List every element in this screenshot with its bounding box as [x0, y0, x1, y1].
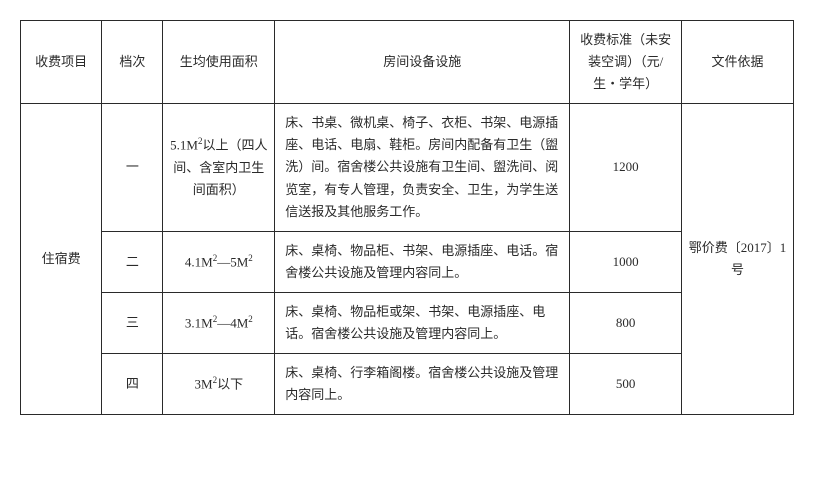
header-category: 收费项目: [21, 21, 102, 104]
level-cell: 二: [102, 231, 163, 292]
level-cell: 三: [102, 292, 163, 353]
facilities-cell: 床、桌椅、物品柜或架、书架、电源插座、电话。宿舍楼公共设施及管理内容同上。: [275, 292, 570, 353]
doc-ref-cell: 鄂价费〔2017〕1号: [682, 104, 794, 415]
area-cell: 3.1M2—4M2: [163, 292, 275, 353]
area-cell: 4.1M2—5M2: [163, 231, 275, 292]
table-row: 二 4.1M2—5M2 床、桌椅、物品柜、书架、电源插座、电话。宿舍楼公共设施及…: [21, 231, 794, 292]
header-facilities: 房间设备设施: [275, 21, 570, 104]
category-cell: 住宿费: [21, 104, 102, 415]
header-doc: 文件依据: [682, 21, 794, 104]
facilities-cell: 床、书桌、微机桌、椅子、衣柜、书架、电源插座、电话、电扇、鞋柜。房间内配备有卫生…: [275, 104, 570, 231]
price-cell: 500: [570, 354, 682, 415]
price-cell: 1200: [570, 104, 682, 231]
level-cell: 四: [102, 354, 163, 415]
header-price: 收费标准（未安装空调）（元/生・学年）: [570, 21, 682, 104]
header-area: 生均使用面积: [163, 21, 275, 104]
level-cell: 一: [102, 104, 163, 231]
table-body: 住宿费 一 5.1M2以上（四人间、含室内卫生间面积） 床、书桌、微机桌、椅子、…: [21, 104, 794, 415]
price-cell: 800: [570, 292, 682, 353]
facilities-cell: 床、桌椅、物品柜、书架、电源插座、电话。宿舍楼公共设施及管理内容同上。: [275, 231, 570, 292]
header-row: 收费项目 档次 生均使用面积 房间设备设施 收费标准（未安装空调）（元/生・学年…: [21, 21, 794, 104]
table-row: 住宿费 一 5.1M2以上（四人间、含室内卫生间面积） 床、书桌、微机桌、椅子、…: [21, 104, 794, 231]
area-cell: 5.1M2以上（四人间、含室内卫生间面积）: [163, 104, 275, 231]
table-row: 四 3M2以下 床、桌椅、行李箱阁楼。宿舍楼公共设施及管理内容同上。 500: [21, 354, 794, 415]
fee-table: 收费项目 档次 生均使用面积 房间设备设施 收费标准（未安装空调）（元/生・学年…: [20, 20, 794, 415]
header-level: 档次: [102, 21, 163, 104]
area-cell: 3M2以下: [163, 354, 275, 415]
facilities-cell: 床、桌椅、行李箱阁楼。宿舍楼公共设施及管理内容同上。: [275, 354, 570, 415]
price-cell: 1000: [570, 231, 682, 292]
table-row: 三 3.1M2—4M2 床、桌椅、物品柜或架、书架、电源插座、电话。宿舍楼公共设…: [21, 292, 794, 353]
